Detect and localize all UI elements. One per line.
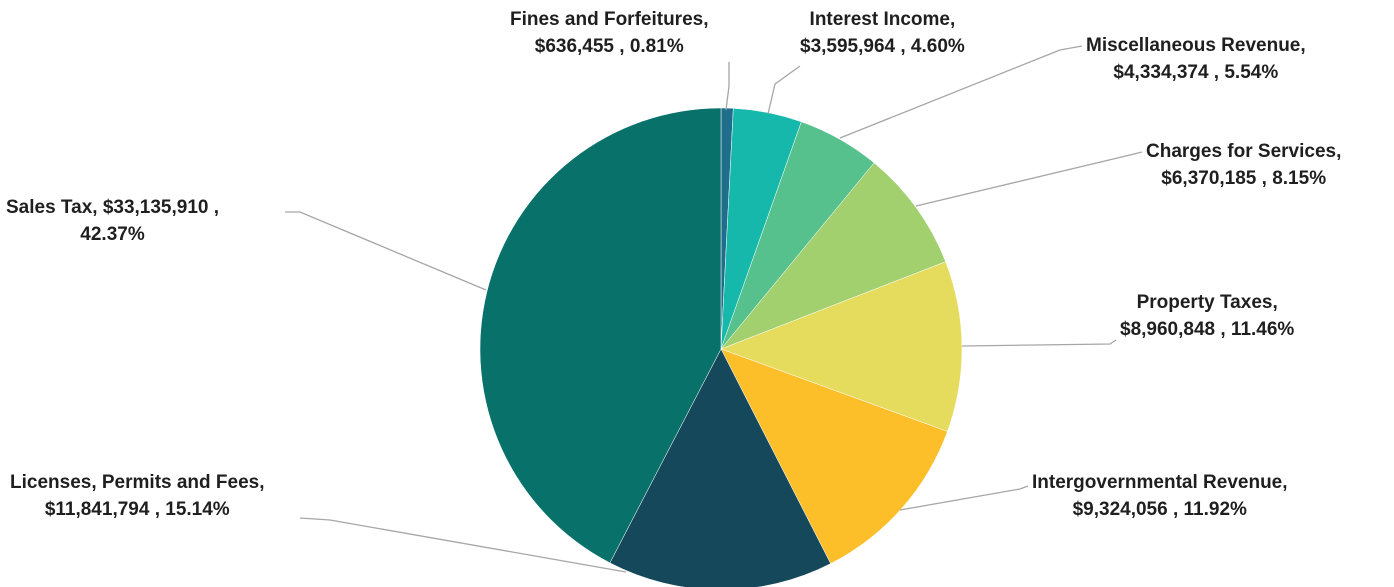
slice-licenses-permits-and-fees: [609, 348, 831, 587]
label-intergovernmental-revenue-name: Intergovernmental Revenue,: [1032, 472, 1288, 493]
label-interest-income-value: $3,595,964 , 4.60%: [800, 36, 965, 57]
leader-line-charges-for-services: [915, 151, 1143, 207]
label-interest-income-name: Interest Income,: [809, 9, 956, 30]
leader-line-licenses-permits-and-fees: [299, 517, 627, 573]
label-interest-income: Interest Income, $3,595,964 , 4.60%: [800, 6, 965, 60]
label-intergovernmental-revenue: Intergovernmental Revenue, $9,324,056 , …: [1032, 469, 1288, 523]
leader-line-sales-tax-33-135-910: [285, 211, 487, 291]
label-property-taxes-value: $8,960,848 , 11.46%: [1120, 319, 1295, 340]
label-miscellaneous-revenue: Miscellaneous Revenue, $4,334,374 , 5.54…: [1086, 32, 1306, 86]
label-fines-and-forfeitures-value: $636,455 , 0.81%: [534, 36, 684, 57]
leader-line-interest-income: [767, 65, 801, 115]
label-property-taxes-name: Property Taxes,: [1136, 292, 1278, 313]
leader-line-miscellaneous-revenue: [839, 45, 1083, 139]
leader-line-intergovernmental-revenue: [899, 485, 1029, 511]
label-fines-and-forfeitures: Fines and Forfeitures, $636,455 , 0.81%: [510, 6, 708, 60]
label-sales-tax: Sales Tax, $33,135,910 , 42.37%: [6, 194, 219, 248]
label-miscellaneous-revenue-value: $4,334,374 , 5.54%: [1113, 62, 1279, 83]
label-licenses-permits-and-fees-value: $11,841,794 , 15.14%: [44, 499, 230, 520]
leader-line-fines-and-forfeitures: [725, 62, 730, 111]
label-sales-tax-value: 42.37%: [80, 224, 145, 245]
label-charges-for-services-value: $6,370,185 , 8.15%: [1161, 168, 1327, 189]
slice-property-taxes: [720, 261, 963, 432]
label-charges-for-services: Charges for Services, $6,370,185 , 8.15%: [1146, 138, 1341, 192]
slice-sales-tax-33-135-910: [479, 107, 722, 564]
label-fines-and-forfeitures-name: Fines and Forfeitures,: [510, 9, 709, 30]
label-licenses-permits-and-fees: Licenses, Permits and Fees, $11,841,794 …: [10, 469, 265, 523]
label-miscellaneous-revenue-name: Miscellaneous Revenue,: [1086, 35, 1306, 56]
label-sales-tax-name: Sales Tax, $33,135,910 ,: [6, 197, 220, 218]
label-property-taxes: Property Taxes, $8,960,848 , 11.46%: [1120, 289, 1294, 343]
slice-charges-for-services: [720, 162, 946, 350]
slice-intergovernmental-revenue: [720, 348, 948, 564]
label-intergovernmental-revenue-value: $9,324,056 , 11.92%: [1072, 499, 1247, 520]
label-licenses-permits-and-fees-name: Licenses, Permits and Fees,: [10, 472, 265, 493]
leader-line-property-taxes: [961, 339, 1117, 347]
label-charges-for-services-name: Charges for Services,: [1146, 141, 1342, 162]
